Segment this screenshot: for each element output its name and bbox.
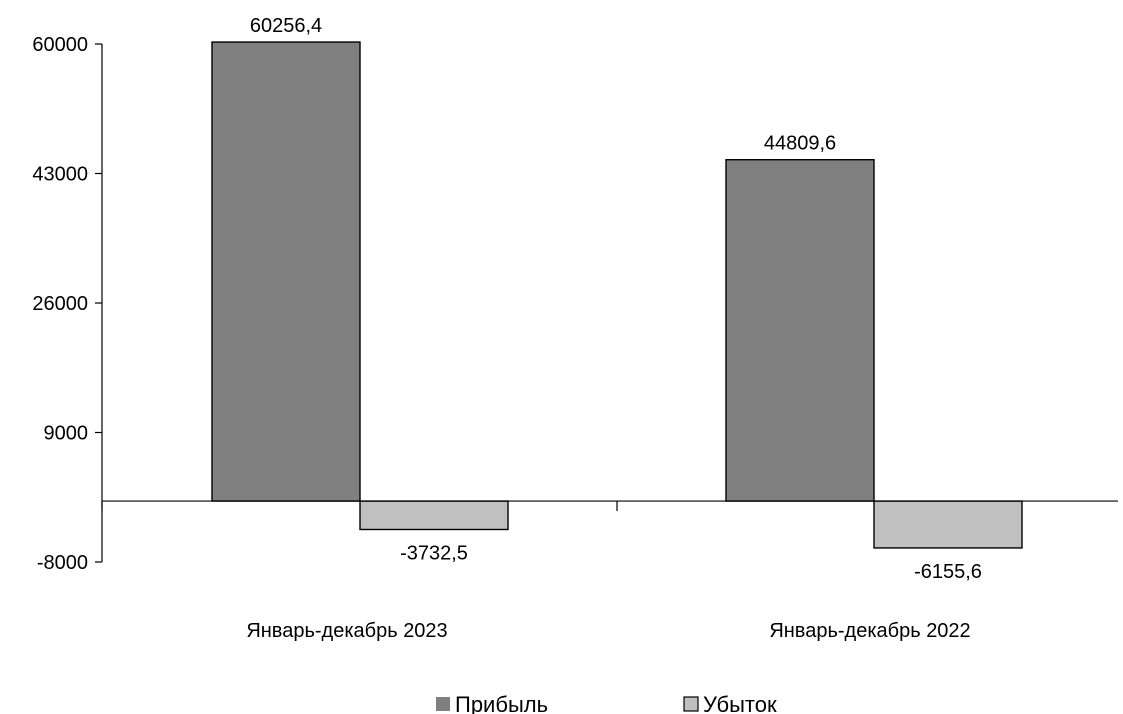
- legend: Прибыль Убыток: [436, 692, 777, 714]
- legend-label-loss: Убыток: [703, 692, 777, 714]
- data-label: 44809,6: [764, 133, 836, 155]
- y-tick-label: 60000: [32, 34, 88, 56]
- y-tick-label: 43000: [32, 164, 88, 186]
- bars: [211, 41, 1023, 549]
- bar-profit: [725, 159, 875, 502]
- y-tick-label: -8000: [37, 552, 88, 574]
- category-label: Январь-декабрь 2022: [769, 620, 970, 642]
- data-label: 60256,4: [250, 15, 322, 37]
- y-axis: 60000 43000 26000 9000 -8000: [32, 34, 103, 574]
- legend-label-profit: Прибыль: [455, 692, 548, 714]
- bar-loss: [873, 500, 1023, 549]
- legend-swatch-profit: [436, 697, 450, 711]
- data-labels: 60256,4 -3732,5 44809,6 -6155,6: [250, 15, 982, 583]
- x-axis: [101, 500, 1118, 512]
- category-label: Январь-декабрь 2023: [246, 620, 447, 642]
- bar-loss: [359, 500, 509, 531]
- bar-profit: [211, 41, 361, 502]
- category-labels: Январь-декабрь 2023 Январь-декабрь 2022: [246, 620, 970, 642]
- data-label: -6155,6: [914, 561, 982, 583]
- data-label: -3732,5: [400, 542, 468, 564]
- y-tick-label: 9000: [44, 423, 89, 445]
- legend-swatch-loss: [683, 696, 699, 712]
- y-tick-label: 26000: [32, 293, 88, 315]
